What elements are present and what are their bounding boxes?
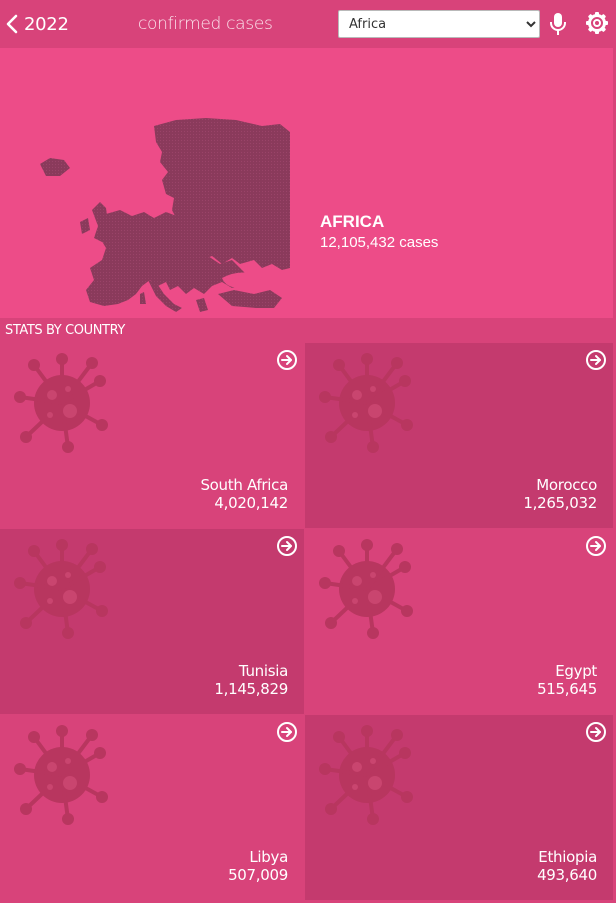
country-tile[interactable]: Egypt 515,645 [305,529,613,714]
country-count: 4,020,142 [214,494,288,512]
back-button[interactable]: 2022 [6,12,69,36]
country-tile[interactable]: Tunisia 1,145,829 [0,529,304,714]
country-count: 1,145,829 [214,680,288,698]
region-select[interactable]: Africa [338,10,540,38]
year-label: 2022 [24,13,69,35]
europe-map [40,118,290,312]
top-bar: 2022 confirmed cases Africa [0,0,616,48]
virus-icon [315,351,419,460]
country-tile[interactable]: South Africa 4,020,142 [0,343,304,528]
region-name: AFRICA [320,212,385,231]
country-count: 507,009 [228,866,288,884]
country-name: Tunisia [238,662,288,680]
country-count: 493,640 [537,866,597,884]
region-cases: 12,105,432 cases [320,234,439,251]
arrow-circle-right-icon[interactable] [276,721,298,748]
arrow-circle-right-icon[interactable] [585,721,607,748]
country-name: Morocco [536,476,597,494]
country-count: 515,645 [537,680,597,698]
country-tile[interactable]: Libya 507,009 [0,715,304,900]
virus-icon [315,537,419,646]
section-title: STATS BY COUNTRY [5,323,125,338]
arrow-circle-right-icon[interactable] [585,535,607,562]
voice-search-button[interactable] [548,12,568,36]
country-count: 1,265,032 [523,494,597,512]
gear-icon [586,12,608,34]
virus-icon [10,537,114,646]
page-title: confirmed cases [138,14,273,34]
chevron-left-icon [6,14,18,34]
country-name: South Africa [200,476,288,494]
arrow-circle-right-icon[interactable] [276,535,298,562]
country-tile[interactable]: Ethiopia 493,640 [305,715,613,900]
virus-icon [10,723,114,832]
settings-button[interactable] [585,11,609,35]
region-summary: AFRICA 12,105,432 cases [0,48,613,318]
virus-icon [315,723,419,832]
country-tile[interactable]: Morocco 1,265,032 [305,343,613,528]
country-name: Ethiopia [538,848,597,866]
country-name: Egypt [555,662,597,680]
arrow-circle-right-icon[interactable] [276,349,298,376]
arrow-circle-right-icon[interactable] [585,349,607,376]
virus-icon [10,351,114,460]
microphone-icon [550,13,566,35]
country-name: Libya [249,848,288,866]
